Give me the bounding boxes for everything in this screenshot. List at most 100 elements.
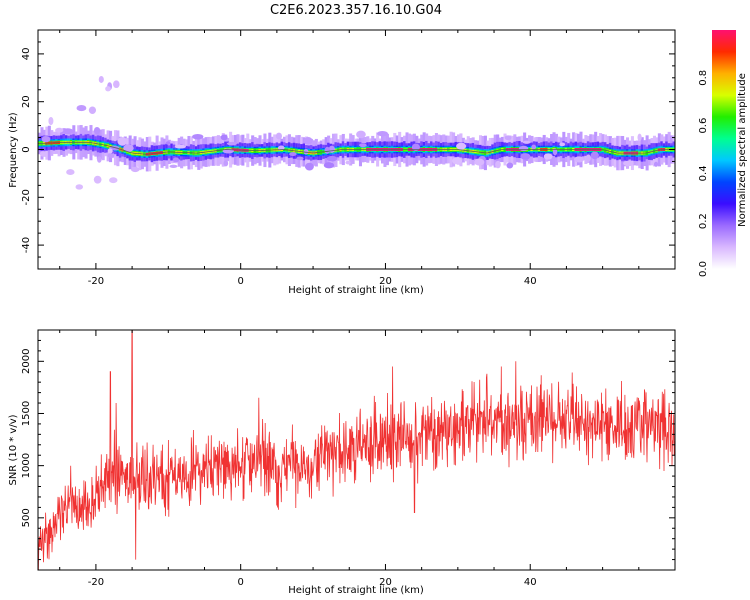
x-tick-label: 40 <box>524 577 537 588</box>
spectrogram-frame <box>37 29 676 270</box>
spectrogram-x-tick-labels: -20 0 20 40 <box>88 276 537 287</box>
spectrogram-heatmap <box>38 76 675 190</box>
snr-x-tick-labels: -20 0 20 40 <box>88 577 537 588</box>
colorbar-label: Normalized spectral amplitude <box>737 73 748 227</box>
snr-y-axis-label: SNR (10 * v/v) <box>8 414 19 485</box>
spectrogram-ridge-line <box>38 141 675 155</box>
heatmap-cell <box>39 151 47 157</box>
x-tick-label: 40 <box>524 276 537 287</box>
heatmap-cell <box>117 137 128 146</box>
heatmap-cell <box>123 144 134 153</box>
colorbar-tick-label: 0.8 <box>698 70 709 86</box>
heatmap-cell <box>303 148 309 155</box>
heatmap-cell <box>522 140 531 144</box>
heatmap-cell <box>543 153 553 160</box>
heatmap-cell <box>275 132 283 140</box>
heatmap-cell <box>220 134 228 141</box>
colorbar-tick-label: 0.6 <box>698 118 709 134</box>
heatmap-cell <box>359 143 367 148</box>
snr-x-axis-label: Height of straight line (km) <box>288 585 424 596</box>
heatmap-cell <box>324 146 331 154</box>
spectrogram-y-tick-labels: -40 -20 0 20 40 <box>21 48 32 254</box>
y-tick-label: 2000 <box>21 349 32 374</box>
heatmap-cell <box>531 144 537 150</box>
heatmap-cell <box>48 116 54 126</box>
colorbar: 0.0 0.2 0.4 0.6 0.8 Normalized spectral ampl… <box>698 30 748 277</box>
heatmap-cell <box>559 142 566 147</box>
colorbar-tick-labels: 0.0 0.2 0.4 0.6 0.8 <box>698 70 709 277</box>
x-tick-label: 0 <box>237 276 243 287</box>
heatmap-cell <box>623 160 634 167</box>
heatmap-cell <box>296 156 304 161</box>
heatmap-cell <box>585 154 591 162</box>
heatmap-cell <box>356 130 366 139</box>
snr-series-line <box>37 329 676 571</box>
figure-title: C2E6.2023.357.16.10.G04 <box>270 3 442 18</box>
heatmap-cell <box>88 106 97 115</box>
heatmap-cell <box>411 143 420 151</box>
heatmap-cell <box>109 177 118 184</box>
x-tick-label: 0 <box>237 577 243 588</box>
y-tick-label: 500 <box>21 508 32 527</box>
heatmap-cell <box>289 152 297 157</box>
x-tick-label: -20 <box>88 577 104 588</box>
heatmap-cell <box>61 128 74 135</box>
colorbar-tick-label: 0.0 <box>698 261 709 277</box>
y-tick-label: 1000 <box>21 453 32 478</box>
heatmap-cell <box>107 153 115 158</box>
heatmap-cell <box>303 136 313 145</box>
heatmap-cell <box>76 105 87 112</box>
heatmap-cell <box>169 164 178 169</box>
heatmap-cell <box>456 142 467 150</box>
spectrogram-y-axis-label: Frequency (Hz) <box>8 112 19 188</box>
heatmap-cell <box>55 127 64 133</box>
spectrogram-x-axis-label: Height of straight line (km) <box>288 285 424 296</box>
heatmap-cell <box>174 144 187 149</box>
y-tick-label: 0 <box>21 146 32 152</box>
heatmap-cell <box>98 76 104 83</box>
y-tick-label: 20 <box>21 95 32 108</box>
heatmap-cell <box>226 141 238 146</box>
heatmap-cell <box>130 166 140 173</box>
heatmap-cell <box>653 161 659 167</box>
y-tick-label: -40 <box>21 237 32 253</box>
heatmap-cell <box>75 184 84 190</box>
heatmap-cell <box>552 148 558 156</box>
snr-y-tick-labels: 500 1000 1500 2000 <box>21 349 32 528</box>
heatmap-cell <box>277 145 285 151</box>
snr-panel: -20 0 20 40 500 1000 1500 2000 Height of strai… <box>8 329 676 596</box>
heatmap-cell <box>192 133 204 140</box>
x-tick-label: -20 <box>88 276 104 287</box>
y-tick-label: 40 <box>21 48 32 61</box>
y-tick-label: 1500 <box>21 401 32 426</box>
heatmap-cell <box>451 157 463 165</box>
heatmap-cell <box>376 131 389 137</box>
heatmap-cell <box>172 157 180 163</box>
heatmap-cell <box>520 153 531 160</box>
heatmap-cell <box>223 160 229 167</box>
heatmap-cell <box>107 148 113 154</box>
colorbar-tick-label: 0.2 <box>698 213 709 229</box>
heatmap-cell <box>323 162 335 169</box>
heatmap-cell <box>113 80 120 89</box>
x-tick-label: 20 <box>379 577 392 588</box>
heatmap-cell <box>93 126 101 135</box>
heatmap-cell <box>345 160 351 165</box>
colorbar-tick-label: 0.4 <box>698 165 709 181</box>
heatmap-cell <box>504 135 512 141</box>
heatmap-cell <box>637 133 642 142</box>
heatmap-cell <box>97 156 102 163</box>
x-tick-label: 20 <box>379 276 392 287</box>
heatmap-cell <box>506 162 514 169</box>
heatmap-cell <box>326 155 338 162</box>
heatmap-cell <box>105 86 111 92</box>
heatmap-cell <box>495 160 501 169</box>
heatmap-cell <box>305 162 314 171</box>
heatmap-cell <box>66 169 75 176</box>
heatmap-cell <box>518 145 529 151</box>
spectrogram-panel: -20 0 20 40 -40 -20 0 20 40 Height of straight … <box>8 29 676 296</box>
heatmap-cell <box>93 175 102 184</box>
snr-frame <box>37 329 676 571</box>
heatmap-cell <box>573 156 585 163</box>
